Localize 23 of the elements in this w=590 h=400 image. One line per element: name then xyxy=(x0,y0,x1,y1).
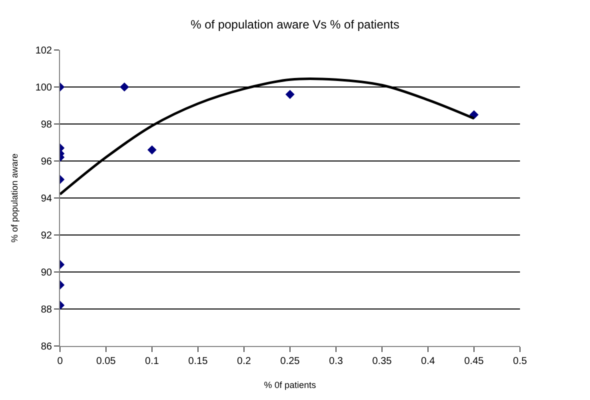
x-tick-label: 0.25 xyxy=(280,356,300,367)
x-tick-label: 0.05 xyxy=(96,356,116,367)
y-tick-label: 86 xyxy=(40,342,52,352)
y-tick-label: 102 xyxy=(35,46,52,56)
y-axis-title: % of population aware xyxy=(10,153,20,243)
x-tick-label: 0 xyxy=(57,356,64,367)
y-tick-label: 92 xyxy=(40,230,52,242)
y-tick-label: 94 xyxy=(40,194,52,204)
y-tick-label: 90 xyxy=(40,268,52,278)
x-tick-label: 0.35 xyxy=(372,356,392,367)
x-tick-label: 0.45 xyxy=(464,356,484,367)
y-tick-label: 96 xyxy=(40,156,52,168)
x-tick-label: 0.3 xyxy=(329,356,344,367)
x-tick-label: 0.15 xyxy=(188,356,208,367)
x-tick-label: 0.1 xyxy=(145,356,160,367)
x-tick-label: 0.2 xyxy=(237,356,252,367)
x-tick-label: 0.4 xyxy=(421,356,436,367)
y-tick-label: 88 xyxy=(40,304,52,316)
x-axis-title: % 0f patients xyxy=(264,380,317,390)
x-tick-label: 0.5 xyxy=(513,356,528,367)
y-tick-label: 100 xyxy=(35,82,52,94)
chart-title: % of population aware Vs % of patients xyxy=(190,17,400,32)
y-tick-label: 98 xyxy=(40,120,52,130)
